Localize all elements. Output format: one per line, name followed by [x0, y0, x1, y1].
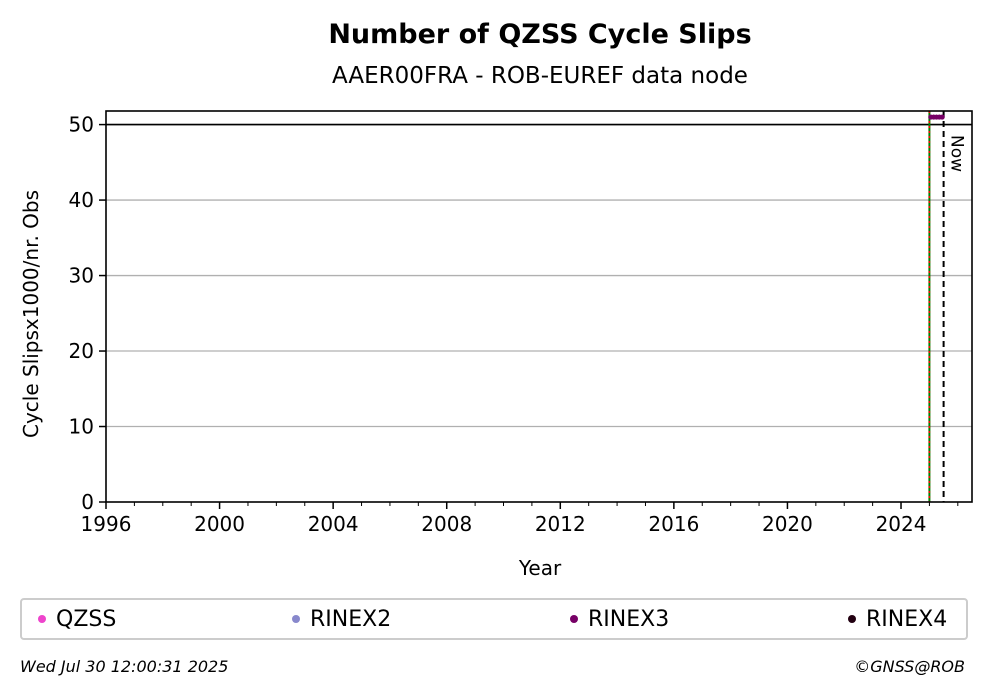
legend-label-rinex3: RINEX3	[588, 606, 670, 632]
x-tick-label: 1996	[81, 512, 132, 536]
legend-label-qzss: QZSS	[56, 606, 117, 632]
legend-label-rinex2: RINEX2	[310, 606, 392, 632]
legend-marker-rinex3	[570, 615, 578, 623]
plot-area: Now 1996 2000 2004 2008 2012 2016 2020 2024 0 10 20…	[69, 110, 973, 536]
now-label: Now	[947, 135, 967, 172]
legend-label-rinex4: RINEX4	[866, 606, 948, 632]
legend: QZSS RINEX2 RINEX3 RINEX4	[20, 598, 968, 640]
y-tick-label: 20	[69, 339, 94, 363]
y-axis-label: Cycle Slipsx1000/nr. Obs	[19, 190, 43, 438]
footer-copyright: ©GNSS@ROB	[854, 657, 965, 676]
x-tick-label: 2024	[876, 512, 927, 536]
y-tick-label: 50	[69, 113, 94, 137]
x-tick-label: 2008	[421, 512, 472, 536]
x-tick-label: 2016	[648, 512, 699, 536]
plot-frame	[105, 110, 973, 503]
x-tick-label: 2004	[308, 512, 359, 536]
x-axis-label: Year	[518, 556, 562, 580]
x-tick-label: 2000	[194, 512, 245, 536]
footer-timestamp: Wed Jul 30 12:00:31 2025	[20, 657, 229, 676]
legend-item-rinex2: RINEX2	[292, 600, 391, 638]
legend-marker-qzss	[38, 615, 46, 623]
legend-marker-rinex2	[292, 615, 300, 623]
chart-subtitle: AAER00FRA - ROB-EUREF data node	[332, 63, 748, 89]
legend-item-qzss: QZSS	[38, 600, 116, 638]
y-tick-label: 10	[69, 415, 94, 439]
x-tick-label: 2020	[762, 512, 813, 536]
y-tick-label: 30	[69, 264, 94, 288]
y-tick-label: 0	[81, 490, 94, 514]
legend-item-rinex4: RINEX4	[848, 600, 947, 638]
legend-item-rinex3: RINEX3	[570, 600, 669, 638]
x-tick-label: 2012	[535, 512, 586, 536]
legend-marker-rinex4	[848, 615, 856, 623]
y-tick-label: 40	[69, 188, 94, 212]
data-point-rinex3	[939, 114, 945, 120]
chart-title: Number of QZSS Cycle Slips	[328, 19, 751, 50]
